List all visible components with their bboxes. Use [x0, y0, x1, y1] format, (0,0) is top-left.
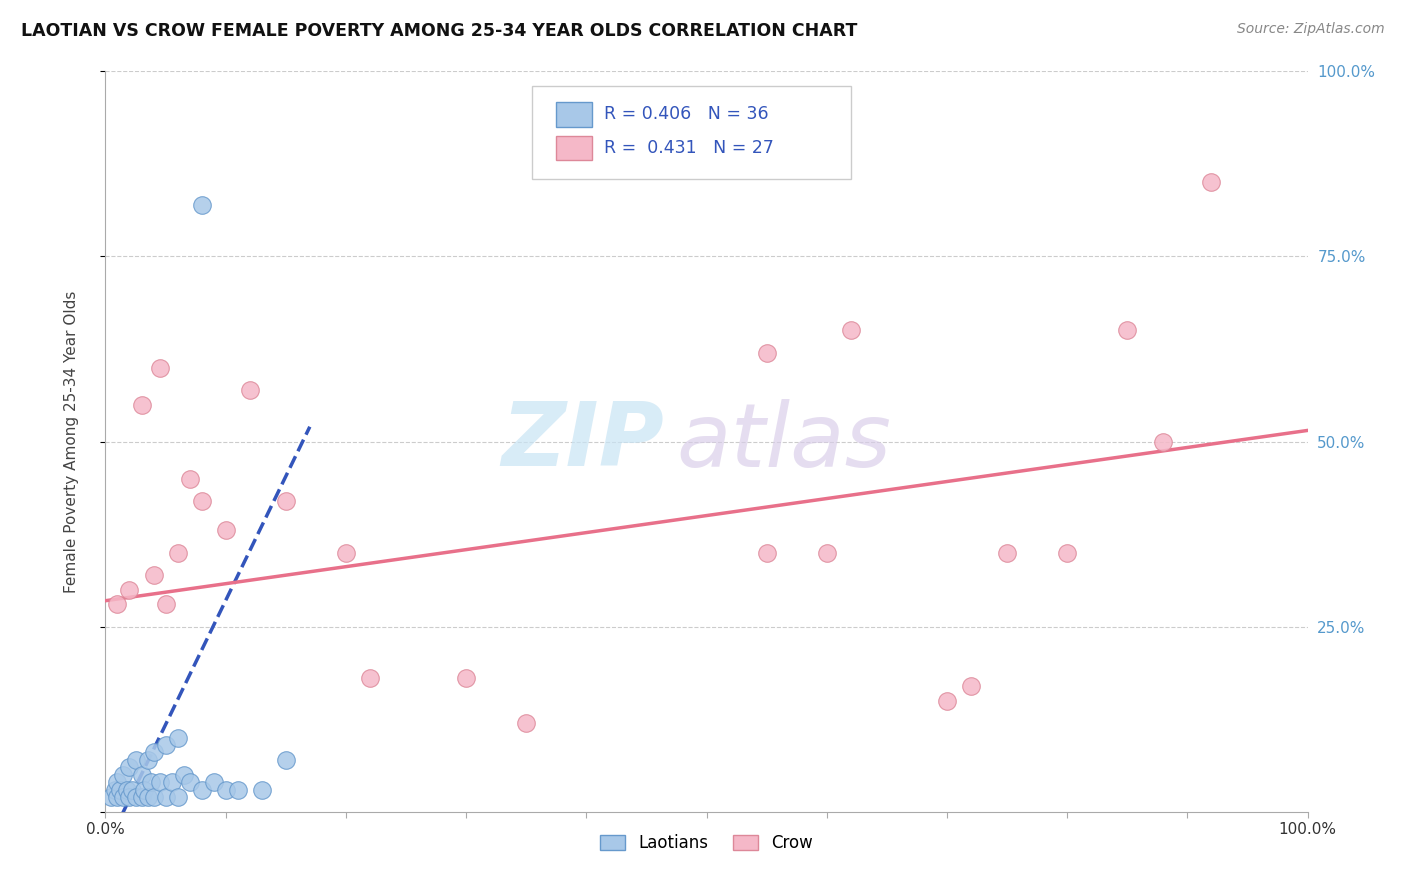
- Y-axis label: Female Poverty Among 25-34 Year Olds: Female Poverty Among 25-34 Year Olds: [65, 291, 79, 592]
- Point: [214, 782, 236, 797]
- Text: atlas: atlas: [676, 399, 891, 484]
- Point: [995, 546, 1018, 560]
- Point: [104, 782, 127, 797]
- Point: [142, 789, 165, 804]
- FancyBboxPatch shape: [533, 87, 851, 178]
- Point: [155, 789, 177, 804]
- Point: [166, 731, 188, 745]
- Point: [190, 197, 212, 211]
- Point: [250, 782, 273, 797]
- Point: [100, 789, 122, 804]
- Point: [108, 782, 131, 797]
- Point: [226, 782, 249, 797]
- Point: [960, 679, 983, 693]
- Point: [107, 598, 129, 612]
- Point: [755, 345, 778, 359]
- Text: ZIP: ZIP: [502, 398, 665, 485]
- Point: [1152, 434, 1174, 449]
- Text: LAOTIAN VS CROW FEMALE POVERTY AMONG 25-34 YEAR OLDS CORRELATION CHART: LAOTIAN VS CROW FEMALE POVERTY AMONG 25-…: [21, 22, 858, 40]
- Point: [112, 789, 135, 804]
- Point: [124, 753, 146, 767]
- Point: [1201, 175, 1223, 190]
- Point: [214, 524, 236, 538]
- Point: [124, 789, 146, 804]
- Point: [107, 775, 129, 789]
- Point: [179, 471, 201, 485]
- Point: [202, 775, 225, 789]
- Point: [131, 398, 153, 412]
- Point: [118, 582, 141, 597]
- Text: R = 0.406   N = 36: R = 0.406 N = 36: [605, 105, 769, 123]
- Point: [155, 598, 177, 612]
- Point: [755, 546, 778, 560]
- Point: [839, 324, 862, 338]
- Point: [166, 789, 188, 804]
- Point: [148, 775, 170, 789]
- Point: [148, 360, 170, 375]
- Point: [166, 546, 188, 560]
- Point: [155, 738, 177, 752]
- Point: [142, 746, 165, 760]
- Point: [139, 775, 162, 789]
- Point: [136, 789, 159, 804]
- Point: [179, 775, 201, 789]
- Legend: Laotians, Crow: Laotians, Crow: [593, 828, 820, 859]
- Point: [132, 782, 155, 797]
- Point: [121, 782, 143, 797]
- Point: [136, 753, 159, 767]
- Point: [1056, 546, 1078, 560]
- Point: [142, 567, 165, 582]
- Point: [815, 546, 838, 560]
- Point: [1116, 324, 1139, 338]
- FancyBboxPatch shape: [557, 103, 592, 127]
- Point: [936, 694, 959, 708]
- Point: [190, 782, 212, 797]
- Point: [107, 789, 129, 804]
- Point: [115, 782, 138, 797]
- Point: [118, 760, 141, 774]
- Point: [515, 715, 537, 730]
- Point: [173, 767, 195, 781]
- Point: [359, 672, 381, 686]
- Point: [456, 672, 478, 686]
- Point: [131, 767, 153, 781]
- Point: [190, 493, 212, 508]
- FancyBboxPatch shape: [557, 136, 592, 161]
- Text: Source: ZipAtlas.com: Source: ZipAtlas.com: [1237, 22, 1385, 37]
- Point: [131, 789, 153, 804]
- Point: [160, 775, 183, 789]
- Point: [239, 383, 262, 397]
- Point: [335, 546, 357, 560]
- Text: R =  0.431   N = 27: R = 0.431 N = 27: [605, 138, 775, 157]
- Point: [112, 767, 135, 781]
- Point: [274, 493, 297, 508]
- Point: [118, 789, 141, 804]
- Point: [274, 753, 297, 767]
